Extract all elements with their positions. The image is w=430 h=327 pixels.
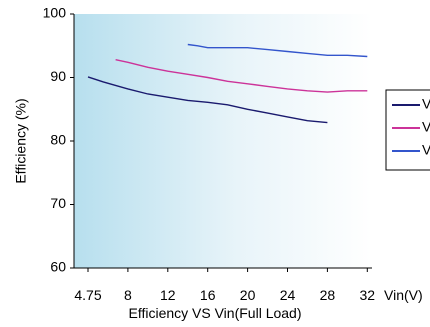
legend-label-1: V xyxy=(422,96,430,112)
x-tick-label: 16 xyxy=(200,287,216,303)
y-tick-label: 80 xyxy=(50,132,66,148)
series-line-1 xyxy=(87,76,328,124)
x-tick-label: 8 xyxy=(124,287,132,303)
plot-area xyxy=(74,14,372,268)
y-axis-title: Efficiency (%) xyxy=(13,98,29,183)
y-axis-ticks: 60 70 80 90 100 xyxy=(43,5,74,275)
legend-label-3: V xyxy=(422,142,430,158)
x-tick-label: 24 xyxy=(280,287,296,303)
y-tick-label: 60 xyxy=(50,259,66,275)
series-layer xyxy=(87,43,368,124)
series-line-3 xyxy=(187,43,368,58)
x-tick-label: 28 xyxy=(320,287,336,303)
x-tick-label: 4.75 xyxy=(74,287,101,303)
x-axis-unit-label: Vin(V) xyxy=(384,287,423,303)
y-tick-label: 70 xyxy=(50,195,66,211)
legend-label-2: V xyxy=(422,119,430,135)
x-tick-label: 20 xyxy=(240,287,256,303)
series-line-2 xyxy=(115,59,368,93)
y-tick-label: 100 xyxy=(43,5,67,21)
legend: VVV xyxy=(392,96,430,158)
y-tick-label: 90 xyxy=(50,68,66,84)
x-axis-title: Efficiency VS Vin(Full Load) xyxy=(128,305,301,321)
x-tick-label: 32 xyxy=(360,287,376,303)
legend-box xyxy=(385,89,430,171)
x-axis-ticks: 4.75 8 12 16 20 24 28 32 xyxy=(74,268,375,303)
x-tick-label: 12 xyxy=(160,287,176,303)
